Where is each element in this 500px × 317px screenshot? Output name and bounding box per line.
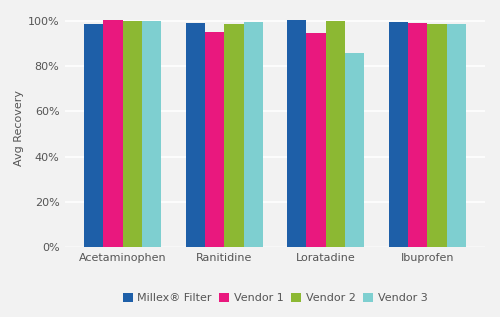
Legend: Millex® Filter, Vendor 1, Vendor 2, Vendor 3: Millex® Filter, Vendor 1, Vendor 2, Vend… <box>118 288 432 308</box>
Bar <box>186 23 205 247</box>
Bar <box>122 21 142 247</box>
Bar <box>224 24 244 247</box>
Bar <box>287 20 306 247</box>
Bar <box>306 33 326 247</box>
Bar <box>428 24 446 247</box>
Bar <box>345 53 364 247</box>
Bar <box>104 20 122 247</box>
Bar <box>388 22 408 247</box>
Bar <box>84 24 103 247</box>
Y-axis label: Avg Recovery: Avg Recovery <box>14 90 24 166</box>
Bar <box>142 21 162 247</box>
Bar <box>244 22 263 247</box>
Bar <box>326 21 345 247</box>
Bar <box>408 23 428 247</box>
Bar <box>446 24 466 247</box>
Bar <box>205 32 224 247</box>
